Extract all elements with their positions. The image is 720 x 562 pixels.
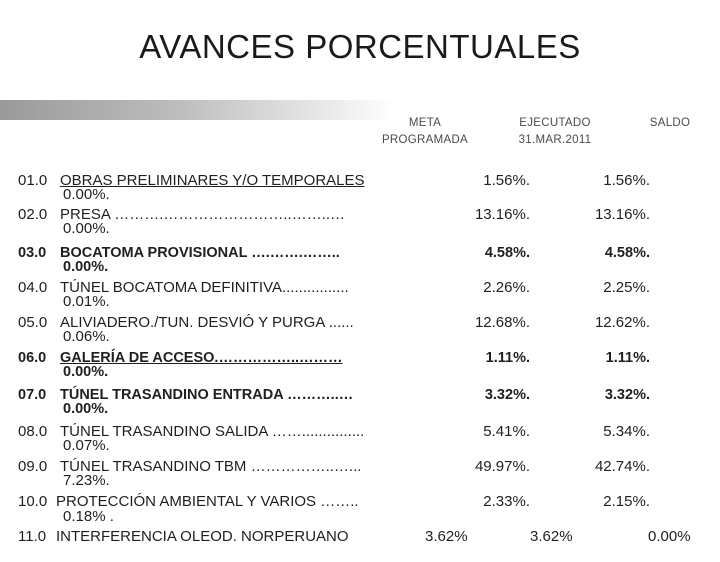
row-number: 11.0 — [18, 528, 47, 545]
row-saldo: 3.32%. — [604, 387, 650, 403]
row-saldo: 5.34%. — [603, 423, 650, 440]
row-number: 01.0 — [18, 172, 48, 189]
row-description: ALIVIADERO./TUN. DESVIÓ Y PURGA ...... — [60, 314, 354, 331]
column-header-ejecutado-line2: 31.MAR.2011 — [518, 134, 592, 146]
row-saldo: 12.62%. — [594, 314, 650, 331]
row-ejecutado: 49.97%. — [474, 458, 530, 475]
row-ejecutado: 2.33%. — [483, 493, 530, 510]
row-description: BOCATOMA PROVISIONAL ….…….…….. — [60, 245, 340, 261]
row-description: TÚNEL TRASANDINO ENTRADA ………..… — [60, 387, 354, 403]
row-ejecutado: 2.26%. — [483, 279, 530, 296]
row-meta: 0.00%. — [63, 259, 109, 275]
header-gradient-bar — [0, 100, 395, 120]
row-description: OBRAS PRELIMINARES Y/O TEMPORALES — [60, 172, 365, 189]
row-meta: 0.01%. — [63, 293, 110, 310]
table-row: 02.0 PRESA ……….……………………..……..… 0.00%. 13… — [0, 206, 720, 240]
row-number: 04.0 — [18, 279, 48, 296]
row-meta: 0.18% . — [63, 508, 114, 525]
row-saldo: 1.56%. — [603, 172, 650, 189]
row-saldo: 13.16%. — [594, 206, 650, 223]
row-description: GALERÍA DE ACCESO.……………..……… — [60, 350, 343, 366]
table-row: 08.0 TÚNEL TRASANDINO SALIDA …….........… — [0, 423, 720, 457]
row-description: TÚNEL BOCATOMA DEFINITIVA...............… — [60, 279, 349, 296]
column-header-meta: META PROGRAMADA — [370, 115, 480, 149]
row-ejecutado: 1.56%. — [483, 172, 530, 189]
row-ejecutado: 1.11%. — [485, 350, 530, 366]
row-ejecutado: 3.62% — [530, 528, 573, 545]
row-meta: 0.06%. — [63, 328, 110, 345]
page-title: AVANCES PORCENTUALES — [139, 28, 581, 65]
row-ejecutado: 3.32%. — [484, 387, 530, 403]
table-row: 09.0 TÚNEL TRASANDINO TBM ……………..…... 7.… — [0, 458, 720, 492]
row-description: PROTECCIÓN AMBIENTAL Y VARIOS …….. — [56, 493, 359, 510]
column-header-meta-line2: PROGRAMADA — [381, 134, 469, 146]
table-row: 10.0 PROTECCIÓN AMBIENTAL Y VARIOS …….. … — [0, 493, 720, 527]
row-saldo: 2.25%. — [603, 279, 650, 296]
row-saldo: 4.58%. — [604, 245, 650, 261]
row-saldo: 2.15%. — [603, 493, 650, 510]
row-number: 05.0 — [18, 314, 48, 331]
table-row: 06.0 GALERÍA DE ACCESO.……………..……… 0.00%.… — [0, 350, 720, 384]
row-ejecutado: 12.68%. — [474, 314, 530, 331]
row-meta: 0.00%. — [63, 220, 110, 237]
row-meta: 7.23%. — [63, 472, 110, 489]
row-meta: 0.00%. — [63, 186, 110, 203]
row-meta: 0.00%. — [63, 364, 109, 380]
row-number: 08.0 — [18, 423, 48, 440]
row-number: 10.0 — [18, 493, 48, 510]
table-row: 05.0 ALIVIADERO./TUN. DESVIÓ Y PURGA ...… — [0, 314, 720, 348]
column-header-saldo: SALDO — [649, 117, 691, 129]
column-header-ejecutado-line1: EJECUTADO — [519, 117, 591, 129]
table-row: 04.0 TÚNEL BOCATOMA DEFINITIVA..........… — [0, 279, 720, 313]
table-row: 07.0 TÚNEL TRASANDINO ENTRADA ………..… 0.0… — [0, 387, 720, 421]
table-row: 01.0 OBRAS PRELIMINARES Y/O TEMPORALES 0… — [0, 172, 720, 206]
row-ejecutado: 13.16%. — [474, 206, 530, 223]
row-meta: 0.07%. — [63, 437, 110, 454]
row-number: 07.0 — [18, 387, 47, 403]
row-description: INTERFERENCIA OLEOD. NORPERUANO — [56, 528, 349, 545]
row-description: PRESA ……….……………………..……..… — [60, 206, 346, 223]
row-ejecutado: 4.58%. — [484, 245, 530, 261]
row-saldo: 42.74%. — [594, 458, 650, 475]
table-row: 03.0 BOCATOMA PROVISIONAL ….…….…….. 0.00… — [0, 245, 720, 279]
row-meta: 3.62% — [425, 528, 468, 545]
row-saldo: 0.00% — [648, 528, 691, 545]
column-header-ejecutado: EJECUTADO 31.MAR.2011 — [495, 115, 615, 149]
row-ejecutado: 5.41%. — [483, 423, 530, 440]
row-number: 03.0 — [18, 245, 47, 261]
row-number: 06.0 — [18, 350, 47, 366]
row-description: TÚNEL TRASANDINO TBM ……………..…... — [60, 458, 362, 475]
row-saldo: 1.11%. — [605, 350, 650, 366]
table-row: 11.0 INTERFERENCIA OLEOD. NORPERUANO 3.6… — [0, 528, 720, 562]
column-header-meta-line1: META — [408, 117, 442, 129]
row-number: 09.0 — [18, 458, 48, 475]
row-description: TÚNEL TRASANDINO SALIDA ……..............… — [60, 423, 365, 440]
row-meta: 0.00%. — [63, 401, 109, 417]
row-number: 02.0 — [18, 206, 48, 223]
